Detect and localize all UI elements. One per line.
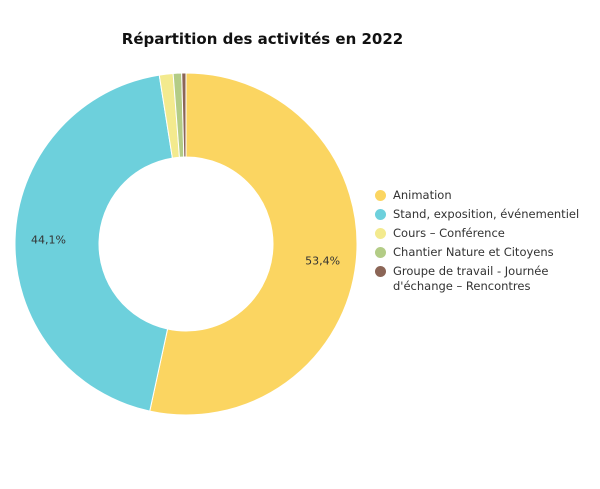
legend-label: Stand, exposition, événementiel	[393, 207, 580, 221]
legend-label: Groupe de travail - Journée d'échange – …	[393, 264, 549, 293]
data-label-animation: 53,4%	[305, 255, 340, 268]
legend-swatch-icon	[375, 247, 386, 258]
chart-title: Répartition des activités en 2022	[121, 30, 404, 48]
legend-item-stand-exposition-evenementiel[interactable]: Stand, exposition, événementiel	[375, 207, 595, 222]
legend-swatch-icon	[375, 228, 386, 239]
slice-stand-exposition-evenementiel[interactable]	[14, 74, 173, 412]
slice-animation[interactable]	[149, 72, 358, 416]
data-label-stand-exposition-evenementiel: 44,1%	[31, 234, 66, 247]
slice-groupe-de-travail-journee-d-echange-rencontres[interactable]	[181, 72, 187, 158]
legend-swatch-icon	[375, 209, 386, 220]
legend-label: Cours – Conférence	[393, 226, 505, 240]
legend-item-chantier-nature-et-citoyens[interactable]: Chantier Nature et Citoyens	[375, 245, 595, 260]
legend-item-cours-conference[interactable]: Cours – Conférence	[375, 226, 595, 241]
legend-label: Chantier Nature et Citoyens	[393, 245, 554, 259]
legend-swatch-icon	[375, 266, 386, 277]
legend-item-groupe-de-travail-journee-d-echange-rencontres[interactable]: Groupe de travail - Journée d'échange – …	[375, 264, 595, 294]
legend-swatch-icon	[375, 190, 386, 201]
legend-label: Animation	[393, 188, 452, 202]
legend: Animation Stand, exposition, événementiel…	[375, 188, 595, 298]
legend-item-animation[interactable]: Animation	[375, 188, 595, 203]
